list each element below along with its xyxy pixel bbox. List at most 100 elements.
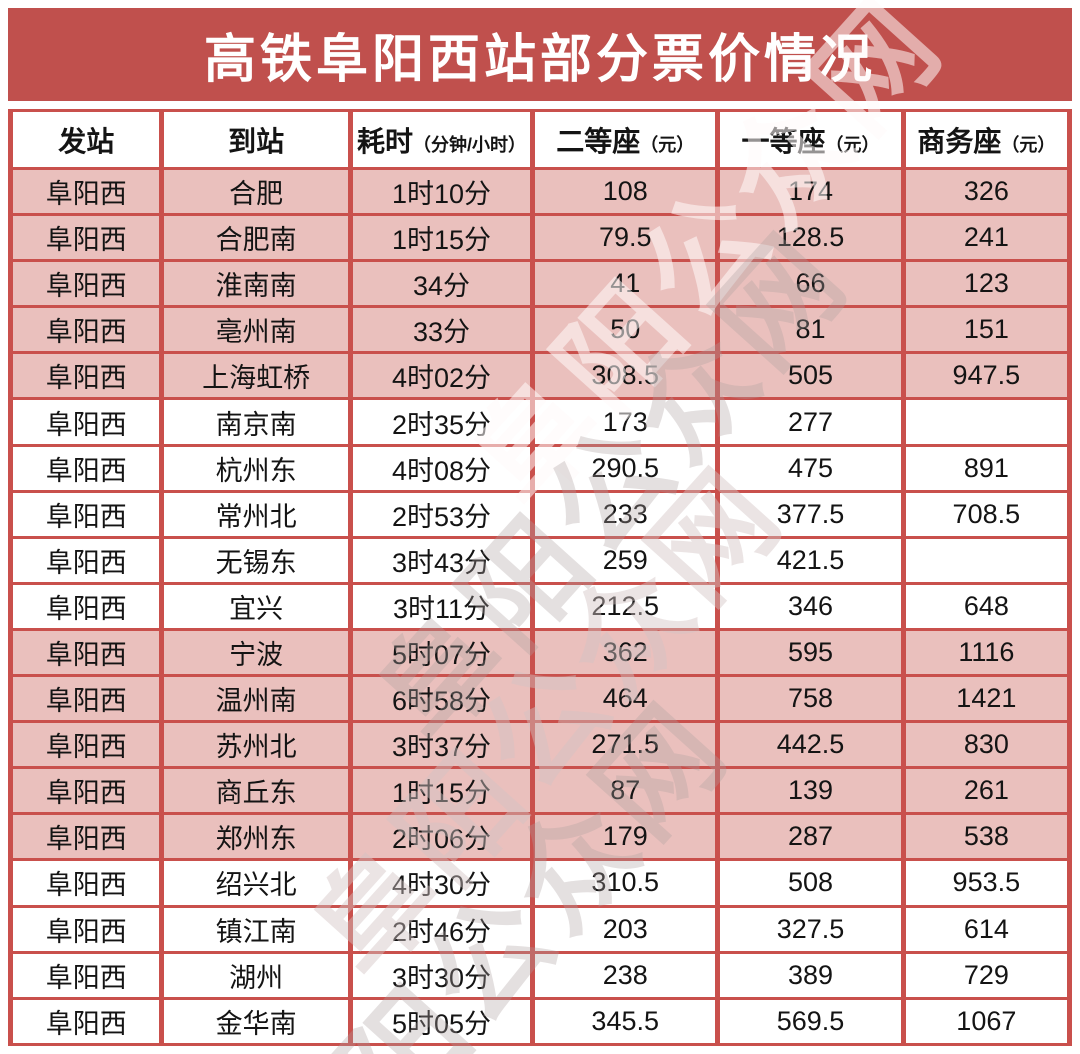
cell-arrival-station: 温州南: [159, 674, 353, 724]
cell-departure-station: 阜阳西: [7, 627, 165, 678]
cell-business-class-price: 614: [900, 904, 1073, 954]
cell-first-class-price: 139: [715, 766, 906, 816]
table-row: 阜阳西 商丘东 1时15分 87 139 261: [7, 766, 1073, 816]
cell-duration: 3时11分: [347, 581, 536, 631]
page-title: 高铁阜阳西站部分票价情况: [203, 31, 876, 89]
table-row: 阜阳西 无锡东 3时43分 259 421.5: [7, 535, 1073, 585]
cell-first-class-price: 377.5: [715, 489, 906, 539]
cell-departure-station: 阜阳西: [7, 904, 165, 954]
cell-second-class-price: 233: [530, 489, 721, 539]
cell-first-class-price: 389: [715, 950, 906, 1000]
header-arrival-station: 到站: [159, 109, 353, 170]
cell-second-class-price: 41: [530, 259, 721, 309]
cell-arrival-station: 绍兴北: [159, 858, 353, 908]
table-row: 阜阳西 杭州东 4时08分 290.5 475 891: [7, 443, 1073, 493]
cell-second-class-price: 238: [530, 950, 721, 1000]
table-row: 阜阳西 上海虹桥 4时02分 308.5 505 947.5: [7, 351, 1073, 401]
cell-business-class-price: 151: [900, 305, 1073, 355]
cell-arrival-station: 无锡东: [159, 535, 353, 585]
cell-departure-station: 阜阳西: [7, 766, 165, 816]
table-row: 阜阳西 合肥 1时10分 108 174 326: [7, 166, 1073, 217]
cell-departure-station: 阜阳西: [7, 812, 165, 862]
cell-second-class-price: 310.5: [530, 858, 721, 908]
cell-departure-station: 阜阳西: [7, 581, 165, 631]
cell-second-class-price: 79.5: [530, 213, 721, 263]
cell-arrival-station: 镇江南: [159, 904, 353, 954]
header-label: 到站: [228, 125, 285, 157]
header-first-class: 一等座（元）: [715, 109, 906, 170]
cell-departure-station: 阜阳西: [7, 858, 165, 908]
cell-departure-station: 阜阳西: [7, 720, 165, 770]
cell-first-class-price: 327.5: [715, 904, 906, 954]
price-table-body: 阜阳西 合肥 1时10分 108 174 326 阜阳西 合肥南 1时15分 7…: [7, 166, 1073, 1047]
cell-first-class-price: 81: [715, 305, 906, 355]
cell-arrival-station: 金华南: [159, 996, 353, 1047]
header-label: 一等座: [741, 125, 826, 157]
cell-first-class-price: 66: [715, 259, 906, 309]
cell-business-class-price: 326: [900, 166, 1073, 217]
cell-second-class-price: 108: [530, 166, 721, 217]
cell-business-class-price: [900, 535, 1073, 585]
cell-duration: 3时37分: [347, 720, 536, 770]
cell-duration: 1时15分: [347, 213, 536, 263]
cell-business-class-price: 729: [900, 950, 1073, 1000]
header-label: 耗时: [356, 125, 413, 157]
cell-second-class-price: 308.5: [530, 351, 721, 401]
cell-second-class-price: 173: [530, 397, 721, 447]
table-row: 阜阳西 绍兴北 4时30分 310.5 508 953.5: [7, 858, 1073, 908]
cell-departure-station: 阜阳西: [7, 259, 165, 309]
table-row: 阜阳西 郑州东 2时06分 179 287 538: [7, 812, 1073, 862]
cell-business-class-price: 947.5: [900, 351, 1073, 401]
cell-duration: 3时43分: [347, 535, 536, 585]
cell-first-class-price: 277: [715, 397, 906, 447]
cell-arrival-station: 亳州南: [159, 305, 353, 355]
cell-duration: 5时05分: [347, 996, 536, 1047]
cell-departure-station: 阜阳西: [7, 674, 165, 724]
cell-arrival-station: 郑州东: [159, 812, 353, 862]
cell-duration: 4时02分: [347, 351, 536, 401]
header-unit: （元）: [825, 134, 880, 155]
cell-duration: 1时10分: [347, 166, 536, 217]
cell-first-class-price: 346: [715, 581, 906, 631]
cell-departure-station: 阜阳西: [7, 305, 165, 355]
cell-second-class-price: 50: [530, 305, 721, 355]
cell-arrival-station: 杭州东: [159, 443, 353, 493]
price-table: 发站 到站 耗时（分钟/小时） 二等座（元） 一等座（元） 商务座（元） 阜阳西…: [7, 109, 1073, 1047]
header-unit: （元）: [640, 134, 695, 155]
cell-second-class-price: 212.5: [530, 581, 721, 631]
cell-duration: 3时30分: [347, 950, 536, 1000]
cell-duration: 2时46分: [347, 904, 536, 954]
header-unit: （元）: [1001, 134, 1056, 155]
cell-arrival-station: 宜兴: [159, 581, 353, 631]
cell-business-class-price: 1067: [900, 996, 1073, 1047]
header-second-class: 二等座（元）: [530, 109, 721, 170]
cell-first-class-price: 421.5: [715, 535, 906, 585]
cell-first-class-price: 287: [715, 812, 906, 862]
cell-arrival-station: 宁波: [159, 627, 353, 678]
table-row: 阜阳西 宜兴 3时11分 212.5 346 648: [7, 581, 1073, 631]
table-row: 阜阳西 南京南 2时35分 173 277: [7, 397, 1073, 447]
table-row: 阜阳西 苏州北 3时37分 271.5 442.5 830: [7, 720, 1073, 770]
cell-departure-station: 阜阳西: [7, 535, 165, 585]
header-unit: （分钟/小时）: [412, 134, 526, 155]
cell-second-class-price: 271.5: [530, 720, 721, 770]
cell-duration: 4时08分: [347, 443, 536, 493]
cell-arrival-station: 商丘东: [159, 766, 353, 816]
cell-arrival-station: 苏州北: [159, 720, 353, 770]
infographic-frame: 高铁阜阳西站部分票价情况 发站 到站 耗时（分钟/小时） 二等座（元） 一等座（…: [7, 8, 1073, 1047]
cell-duration: 34分: [347, 259, 536, 309]
cell-business-class-price: 830: [900, 720, 1073, 770]
header-label: 商务座: [917, 125, 1002, 157]
cell-duration: 6时58分: [347, 674, 536, 724]
cell-departure-station: 阜阳西: [7, 397, 165, 447]
cell-departure-station: 阜阳西: [7, 213, 165, 263]
table-row: 阜阳西 亳州南 33分 50 81 151: [7, 305, 1073, 355]
table-row: 阜阳西 镇江南 2时46分 203 327.5 614: [7, 904, 1073, 954]
title-band: 高铁阜阳西站部分票价情况: [8, 8, 1072, 101]
cell-arrival-station: 淮南南: [159, 259, 353, 309]
cell-second-class-price: 87: [530, 766, 721, 816]
cell-duration: 2时35分: [347, 397, 536, 447]
cell-departure-station: 阜阳西: [7, 489, 165, 539]
cell-business-class-price: [900, 397, 1073, 447]
